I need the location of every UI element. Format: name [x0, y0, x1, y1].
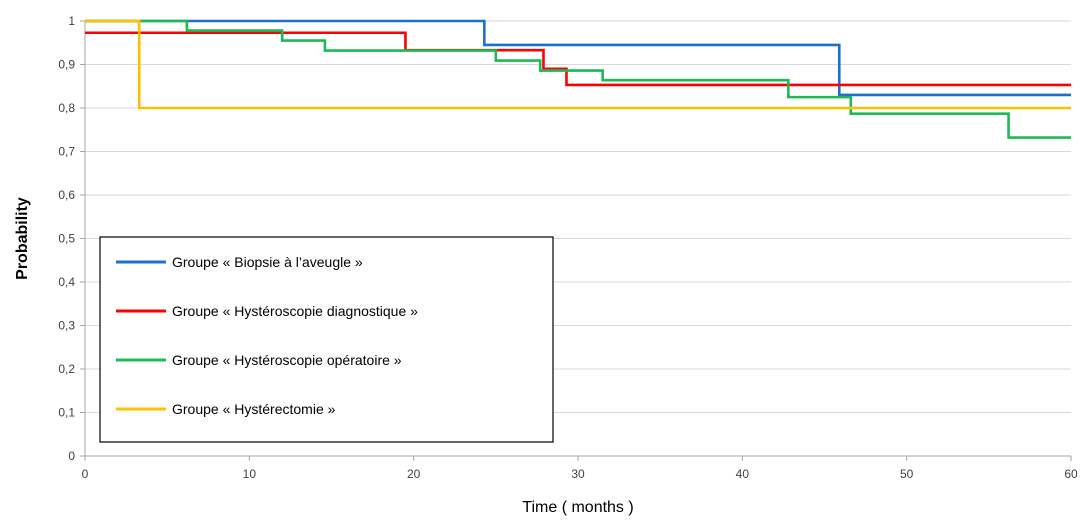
series-line-1	[85, 19, 1071, 97]
y-tick-label: 0,4	[58, 275, 75, 289]
y-tick-label: 1	[68, 14, 75, 28]
legend: Groupe « Biopsie à l’aveugle » Groupe « H…	[99, 236, 554, 443]
y-tick-label: 0,6	[58, 188, 75, 202]
x-tick-label: 20	[407, 467, 421, 481]
x-tick-label: 60	[1064, 467, 1078, 481]
legend-label: Groupe « Biopsie à l’aveugle »	[172, 254, 363, 270]
x-tick-label: 30	[571, 467, 585, 481]
legend-label: Groupe « Hystérectomie »	[172, 401, 336, 417]
axes: 00,10,20,30,40,50,60,70,80,910 10 20 30 40 50…	[58, 14, 1078, 481]
legend-box	[99, 236, 554, 443]
x-tick-label: 40	[736, 467, 750, 481]
y-tick-label: 0,9	[58, 58, 75, 72]
y-tick-label: 0,5	[58, 232, 75, 246]
y-tick-label: 0,1	[58, 406, 75, 420]
y-tick-label: 0,2	[58, 362, 75, 376]
series-line-2	[85, 31, 1071, 87]
x-axis-title: Time ( months )	[522, 499, 633, 516]
y-axis-title: Probability	[14, 197, 31, 280]
x-tick-label: 50	[900, 467, 914, 481]
series-lines	[85, 19, 1071, 139]
y-tick-label: 0,7	[58, 145, 75, 159]
legend-label: Groupe « Hystéroscopie diagnostique »	[172, 303, 418, 319]
y-tick-label: 0,3	[58, 319, 75, 333]
x-tick-label: 10	[243, 467, 257, 481]
series-line-3	[85, 19, 1071, 139]
legend-label: Groupe « Hystéroscopie opératoire »	[172, 352, 402, 368]
y-tick-label: 0	[68, 449, 75, 463]
series-line-4	[85, 19, 1071, 110]
x-tick-label: 0	[82, 467, 89, 481]
y-tick-label: 0,8	[58, 101, 75, 115]
